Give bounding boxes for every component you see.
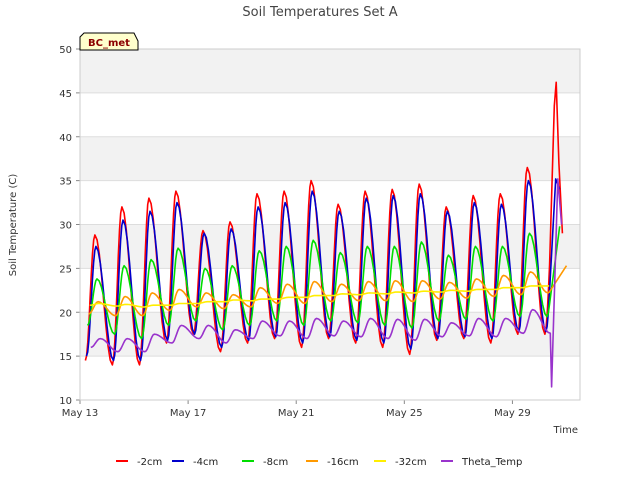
chart-title: Soil Temperatures Set A	[242, 5, 397, 20]
series-line-thetatemp	[90, 178, 563, 388]
station-badge-shape	[79, 32, 139, 51]
x-tick-label: May 21	[278, 408, 315, 419]
y-tick-label: 40	[59, 133, 72, 144]
plot-band	[80, 49, 580, 93]
x-axis-ticks: May 13 May 17 May 21 May 25 May 29	[62, 400, 531, 419]
y-tick-label: 50	[59, 45, 72, 56]
legend-label: Theta_Temp	[461, 457, 522, 468]
x-axis-label: Time	[553, 425, 578, 436]
y-tick-label: 15	[59, 352, 72, 363]
series-line-16cm	[88, 265, 568, 317]
legend-label: -32cm	[395, 457, 427, 468]
plot-band	[80, 136, 580, 181]
series-line-8cm	[86, 226, 561, 340]
y-tick-label: 10	[59, 396, 72, 407]
y-axis-ticks: 10 15 20 25 30 35 40 45 50	[59, 45, 80, 407]
y-axis-label: Soil Temperature (C)	[8, 174, 19, 277]
series-lines	[84, 81, 568, 388]
y-tick-label: 25	[59, 264, 72, 275]
legend-label: -8cm	[263, 457, 288, 468]
y-tick-label: 30	[59, 221, 72, 232]
legend-label: -2cm	[137, 457, 162, 468]
station-badge-label: BC_met	[88, 38, 130, 49]
station-badge: BC_met	[79, 32, 139, 51]
y-tick-label: 45	[59, 89, 72, 100]
series-line-4cm	[85, 178, 561, 362]
x-tick-label: May 29	[494, 408, 531, 419]
x-tick-label: May 17	[170, 408, 207, 419]
legend-label: -4cm	[193, 457, 218, 468]
plot-frame	[79, 48, 581, 401]
x-tick-label: May 25	[386, 408, 423, 419]
x-tick-label: May 13	[62, 408, 99, 419]
legend: -2cm -4cm -8cm -16cm -32cm Theta_Temp	[116, 457, 522, 468]
series-line-32cm	[89, 285, 550, 308]
y-tick-label: 35	[59, 177, 72, 188]
y-tick-label: 20	[59, 308, 72, 319]
legend-label: -16cm	[327, 457, 359, 468]
